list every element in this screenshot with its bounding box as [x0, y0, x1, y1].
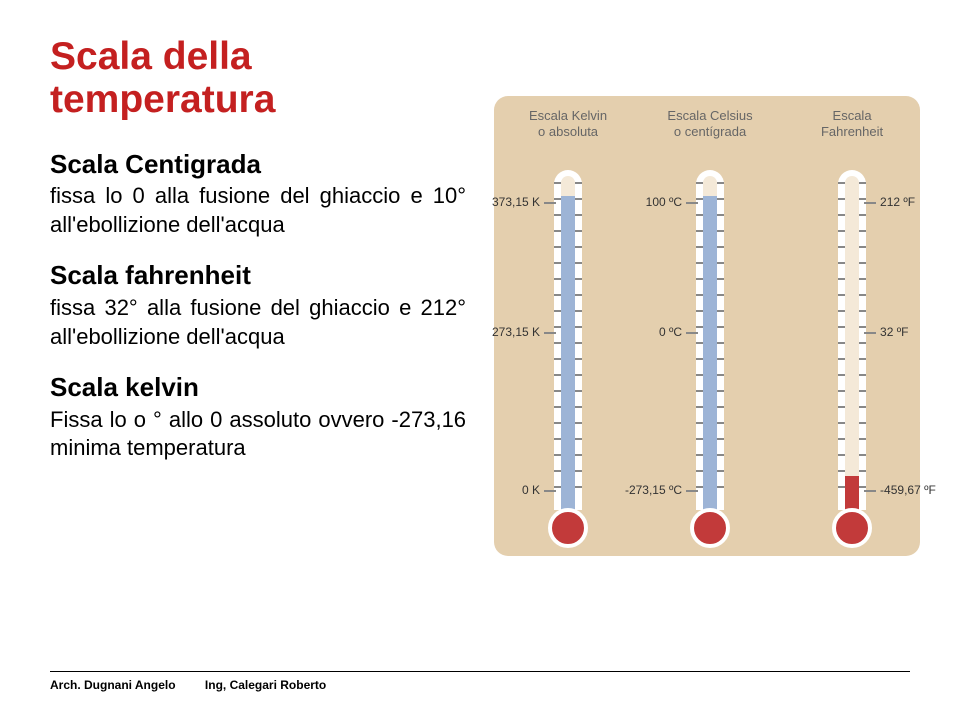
- section-body: fissa 32° alla fusione del ghiaccio e 21…: [50, 294, 466, 351]
- footer-author-2: Ing, Calegari Roberto: [205, 678, 326, 692]
- thermometer-column: EscalaFahrenheit212 ºF32 ºF-459,67 ºF: [782, 108, 922, 146]
- temperature-label: 100 ºC: [646, 195, 682, 209]
- column-header: Escala Celsiuso centígrada: [640, 108, 780, 146]
- section-heading: Scala fahrenheit: [50, 259, 466, 292]
- section-heading: Scala kelvin: [50, 371, 466, 404]
- temperature-label: 273,15 K: [492, 325, 540, 339]
- temperature-label: -273,15 ºC: [625, 483, 682, 497]
- thermometer: 100 ºC0 ºC-273,15 ºC: [688, 170, 732, 548]
- thermometer: 373,15 K273,15 K0 K: [546, 170, 590, 548]
- footer-author-1: Arch. Dugnani Angelo: [50, 678, 176, 692]
- section-heading: Scala Centigrada: [50, 148, 466, 181]
- temperature-label: 32 ºF: [880, 325, 908, 339]
- column-header: EscalaFahrenheit: [782, 108, 922, 146]
- column-header: Escala Kelvino absoluta: [498, 108, 638, 146]
- temperature-label: 373,15 K: [492, 195, 540, 209]
- thermometer-chart: Escala Kelvino absoluta373,15 K273,15 K0…: [494, 96, 920, 556]
- thermometer-column: Escala Celsiuso centígrada100 ºC0 ºC-273…: [640, 108, 780, 146]
- text-column: Scala della temperatura Scala Centigrada…: [50, 36, 466, 556]
- chart-column: Escala Kelvino absoluta373,15 K273,15 K0…: [494, 36, 920, 556]
- section-body: fissa lo 0 alla fusione del ghiaccio e 1…: [50, 182, 466, 239]
- page-title: Scala della temperatura: [50, 36, 466, 122]
- thermometer-column: Escala Kelvino absoluta373,15 K273,15 K0…: [498, 108, 638, 146]
- footer: Arch. Dugnani Angelo Ing, Calegari Rober…: [50, 671, 910, 692]
- temperature-label: 0 ºC: [659, 325, 682, 339]
- temperature-label: -459,67 ºF: [880, 483, 936, 497]
- thermometer: 212 ºF32 ºF-459,67 ºF: [830, 170, 874, 548]
- section-body: Fissa lo o ° allo 0 assoluto ovvero -273…: [50, 406, 466, 463]
- temperature-label: 212 ºF: [880, 195, 915, 209]
- temperature-label: 0 K: [522, 483, 540, 497]
